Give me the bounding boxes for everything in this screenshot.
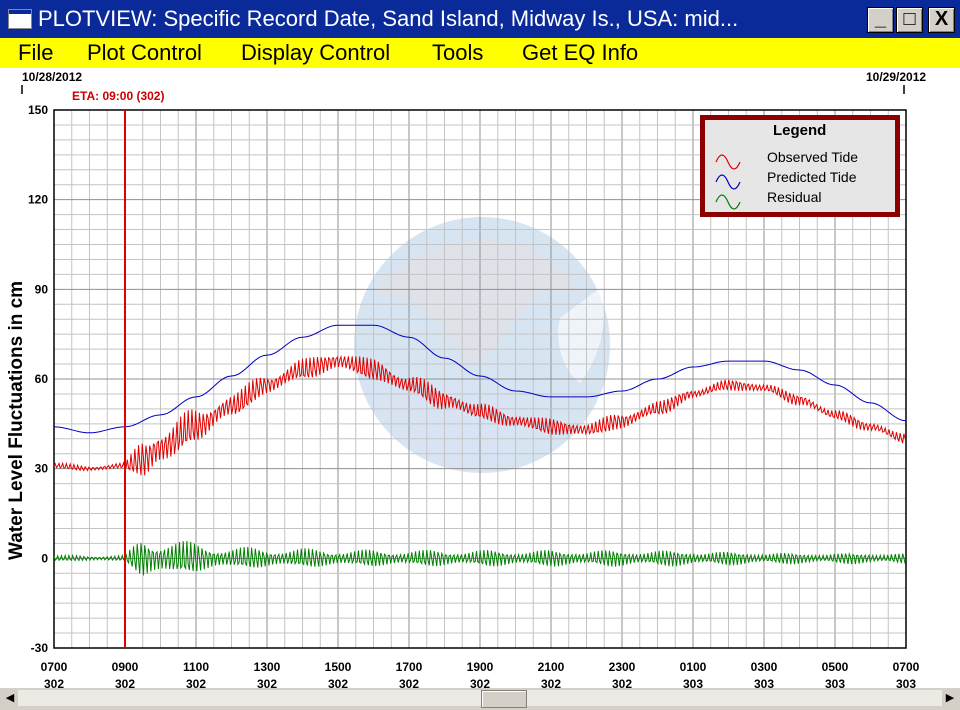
app-icon (8, 9, 32, 29)
y-tick-label: 0 (41, 551, 48, 565)
legend-observed-label: Observed Tide (767, 149, 858, 165)
series-lines (53, 324, 907, 576)
date-right: 10/29/2012 (866, 70, 926, 84)
x-tick-time: 0700 (41, 660, 68, 674)
plot-frame (53, 109, 907, 649)
x-tick-time: 0300 (751, 660, 778, 674)
y-axis-label: Water Level Fluctuations in cm (6, 281, 27, 560)
x-tick-time: 1900 (467, 660, 494, 674)
tide-chart: ETA: 09:00 (302) 10/28/2012 10/29/2012 W… (6, 70, 926, 691)
y-tick-label: -30 (31, 641, 49, 655)
title-bar: PLOTVIEW: Specific Record Date, Sand Isl… (0, 0, 960, 38)
x-tick-day: 303 (683, 677, 703, 688)
eta-label: ETA: 09:00 (302) (72, 89, 164, 103)
horizontal-scrollbar[interactable]: ◀ ▶ (0, 688, 960, 710)
x-tick-time: 2100 (538, 660, 565, 674)
x-tick-day: 302 (612, 677, 632, 688)
residual-line (53, 540, 906, 576)
minimize-button[interactable]: _ (867, 7, 894, 33)
x-tick-day: 302 (186, 677, 206, 688)
scrollbar-track[interactable] (18, 690, 942, 706)
x-tick-day: 302 (44, 677, 64, 688)
scroll-left-arrow-icon[interactable]: ◀ (5, 692, 15, 704)
x-tick-time: 0500 (822, 660, 849, 674)
menu-bar: File Plot Control Display Control Tools … (0, 38, 960, 68)
maximize-button[interactable]: □ (896, 7, 923, 33)
y-tick-label: 30 (35, 462, 49, 476)
x-tick-day: 302 (470, 677, 490, 688)
x-tick-day: 302 (541, 677, 561, 688)
menu-file[interactable]: File (18, 40, 54, 65)
window-title: PLOTVIEW: Specific Record Date, Sand Isl… (38, 6, 739, 31)
plot-area: ETA: 09:00 (302) 10/28/2012 10/29/2012 W… (0, 68, 960, 691)
y-tick-label: 120 (28, 193, 48, 207)
observed-tide-line (53, 354, 906, 476)
x-tick-day: 302 (399, 677, 419, 688)
x-tick-time: 0700 (893, 660, 920, 674)
menu-get-eq-info[interactable]: Get EQ Info (522, 40, 639, 65)
x-tick-time: 1700 (396, 660, 423, 674)
close-button[interactable]: X (928, 7, 955, 33)
x-tick-day: 302 (328, 677, 348, 688)
x-tick-time: 0100 (680, 660, 707, 674)
y-tick-label: 60 (35, 372, 49, 386)
menu-display-control[interactable]: Display Control (241, 40, 391, 65)
menu-tools[interactable]: Tools (432, 40, 484, 65)
legend-predicted-swatch (715, 174, 741, 190)
legend-residual-label: Residual (767, 189, 821, 205)
x-tick-time: 1500 (325, 660, 352, 674)
x-tick-time: 2300 (609, 660, 636, 674)
x-tick-labels: 0700 302 0900 302 1100 302 1300 302 1500 302 1700 3… (41, 660, 920, 691)
x-tick-day: 303 (825, 677, 845, 688)
y-tick-label: 150 (28, 103, 48, 117)
x-tick-day: 302 (115, 677, 135, 688)
menu-plot-control[interactable]: Plot Control (87, 40, 202, 65)
y-tick-labels: 150 120 90 60 30 0 -30 (28, 103, 48, 655)
x-tick-day: 303 (896, 677, 916, 688)
x-tick-day: 303 (754, 677, 774, 688)
x-tick-time: 1300 (254, 660, 281, 674)
x-tick-day: 302 (257, 677, 277, 688)
scroll-right-arrow-icon[interactable]: ▶ (945, 692, 955, 704)
legend: Legend Observed Tide Predicted Tide Resi… (700, 115, 900, 217)
date-left: 10/28/2012 (22, 70, 82, 84)
legend-residual-swatch (715, 194, 741, 210)
y-tick-label: 90 (35, 282, 49, 296)
scrollbar-thumb[interactable] (481, 690, 527, 708)
legend-title: Legend (773, 122, 826, 139)
x-tick-time: 1100 (183, 660, 209, 674)
noaa-watermark (354, 217, 610, 473)
legend-observed-swatch (715, 154, 741, 170)
x-tick-time: 0900 (112, 660, 139, 674)
predicted-tide-line (53, 324, 907, 434)
legend-predicted-label: Predicted Tide (767, 169, 857, 185)
